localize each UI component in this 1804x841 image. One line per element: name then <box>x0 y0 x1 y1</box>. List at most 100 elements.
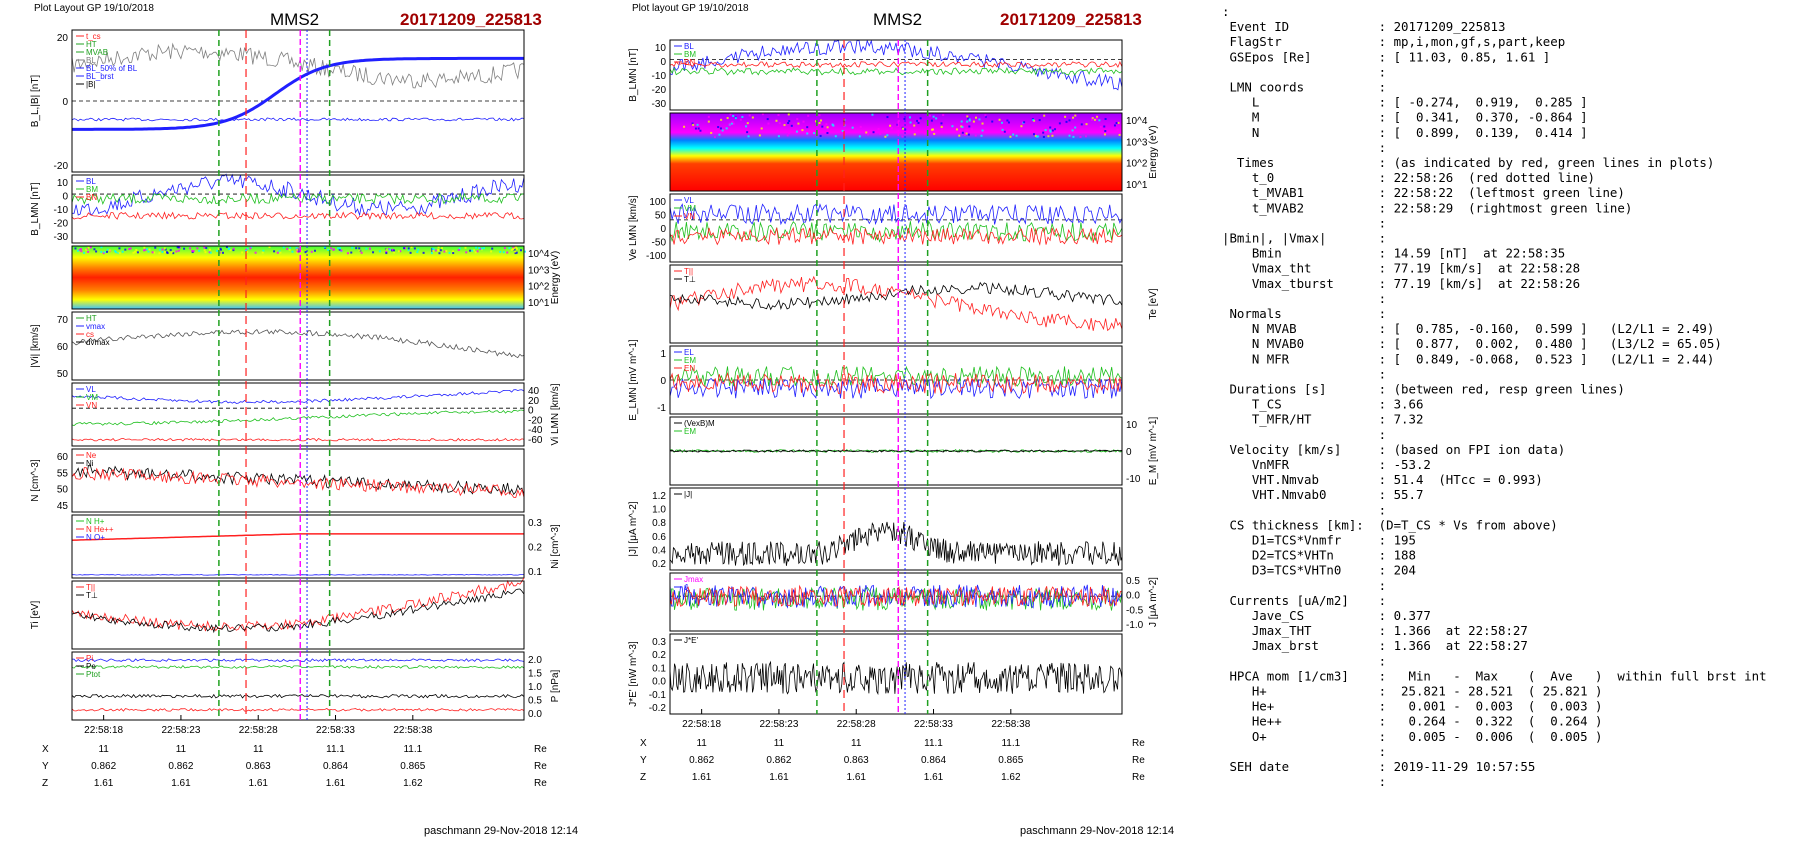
info-line: SEH date : 2019-11-29 10:57:55 <box>1222 759 1535 774</box>
spectrogram-pixel <box>777 135 780 138</box>
spectrogram-pixel <box>1091 117 1094 120</box>
spectrogram-pixel <box>432 250 435 253</box>
spectrogram-pixel <box>968 118 971 121</box>
spectrogram-pixel <box>851 126 854 129</box>
y-tick-label: 45 <box>57 501 69 512</box>
spectrogram-pixel <box>457 248 460 251</box>
y-tick-label: 0.1 <box>652 663 666 674</box>
series-line <box>71 588 525 634</box>
spectrogram-pixel <box>337 247 340 250</box>
spectrogram-pixel <box>502 251 505 254</box>
spectrogram-pixel <box>717 126 720 129</box>
series-line <box>669 281 1123 311</box>
y-tick-label: 0.3 <box>528 518 542 529</box>
panel-frame <box>71 580 525 650</box>
legend-entry: MVAB <box>86 48 108 57</box>
spectrogram-pixel <box>966 115 969 118</box>
y-tick-label: -0.1 <box>649 690 667 701</box>
spectrogram-pixel <box>1042 135 1045 138</box>
y-tick-label: -20 <box>652 85 667 96</box>
spectrogram-pixel <box>153 251 156 254</box>
plot-header: Plot Layout GP 19/10/2018 <box>34 3 154 14</box>
y-tick-label: 0.0 <box>652 677 666 688</box>
info-line: VHT.Nmvab : 51.4 (HTcc = 0.993) <box>1222 472 1543 487</box>
coord-value: 11 <box>696 738 707 749</box>
y-tick-label: -1.0 <box>1126 620 1144 631</box>
spectrogram-pixel <box>801 129 804 132</box>
info-line: VHT.Nmvab0 : 55.7 <box>1222 487 1423 502</box>
spectrogram-pixel <box>431 249 434 252</box>
spectrogram-pixel <box>232 247 235 250</box>
spectrogram-pixel <box>170 251 173 254</box>
info-line: LMN coords : <box>1222 80 1386 95</box>
series-line <box>71 533 524 541</box>
spectrogram-pixel <box>818 121 821 124</box>
y-tick-label: 10^3 <box>528 265 550 276</box>
legend-entry: T⊥ <box>684 275 696 284</box>
spectrogram-pixel <box>475 246 478 249</box>
legend-entry: Jmax <box>684 575 703 584</box>
y-axis-label: N [cm^-3] <box>30 459 41 502</box>
panel-7: 0.3 0.2 0.1 Ni [cm^-3] N H+N He++N O+ <box>71 514 561 579</box>
coord-value: 0.863 <box>844 755 869 766</box>
spectrogram-pixel <box>932 128 935 131</box>
spectrogram-pixel <box>813 132 816 135</box>
series-line <box>71 328 525 359</box>
y-tick-label: 10^1 <box>1126 180 1148 191</box>
spectrogram-pixel <box>825 123 828 126</box>
panel-frame <box>669 345 1123 415</box>
spectrogram-pixel <box>422 251 425 254</box>
info-line: : <box>1222 291 1386 306</box>
spectrogram-pixel <box>817 123 820 126</box>
y-tick-label: 10^4 <box>528 249 550 260</box>
spectrogram-pixel <box>897 119 900 122</box>
spectrogram-pixel <box>761 113 764 116</box>
spectrogram-pixel <box>919 117 922 120</box>
spectrogram-pixel <box>747 135 750 138</box>
event-markers <box>816 40 929 714</box>
spectrogram-pixel <box>289 246 292 249</box>
spectrogram-pixel <box>734 117 737 120</box>
spectrogram-pixel <box>1065 120 1068 123</box>
info-line: : <box>1222 744 1386 759</box>
info-line: M : [ 0.341, 0.370, -0.864 ] <box>1222 110 1588 125</box>
spectrogram-pixel <box>834 135 837 138</box>
series-line <box>669 203 1123 226</box>
y-tick-label: -0.2 <box>649 703 667 714</box>
spectrogram-pixel <box>273 250 276 253</box>
y-tick-label: 0.2 <box>652 650 666 661</box>
spectrogram-pixel <box>1104 130 1107 133</box>
spectrogram-pixel <box>1034 134 1037 137</box>
spectrogram-pixel <box>313 249 316 252</box>
info-line: Times : (as indicated by red, green line… <box>1222 155 1714 170</box>
spectrogram-pixel <box>261 251 264 254</box>
y-axis-label: B_LMN [nT] <box>628 48 639 102</box>
y-tick-label: 10 <box>1126 420 1138 431</box>
spectrogram-pixel <box>85 248 88 251</box>
spectrogram-pixel <box>385 250 388 253</box>
spectrogram-pixel <box>144 248 147 251</box>
spectrogram-pixel <box>859 125 862 128</box>
spectrogram-pixel <box>250 246 253 249</box>
y-tick-label: -0.5 <box>1126 605 1144 616</box>
spectrogram-pixel <box>1012 133 1015 136</box>
info-line: t_0 : 22:58:26 (red dotted line) <box>1222 170 1595 185</box>
spectrogram-pixel <box>823 125 826 128</box>
y-tick-label: 0.5 <box>528 696 542 707</box>
panel-frame <box>71 448 525 513</box>
spectrogram-pixel <box>1003 130 1006 133</box>
panel-background <box>72 515 524 578</box>
spectrogram-pixel <box>189 247 192 250</box>
coord-row-label: X <box>640 738 647 749</box>
y-tick-label: 10^4 <box>1126 116 1148 127</box>
spectrogram-pixel <box>923 132 926 135</box>
plot-footer: paschmann 29-Nov-2018 12:14 <box>1020 825 1174 837</box>
legend-entry: T⊥ <box>86 591 98 600</box>
spectrogram-pixel <box>161 250 164 253</box>
spectrogram-pixel <box>143 249 146 252</box>
info-line: Jmax_THT : 1.366 at 22:58:27 <box>1222 623 1528 638</box>
spectrogram-pixel <box>903 117 906 120</box>
